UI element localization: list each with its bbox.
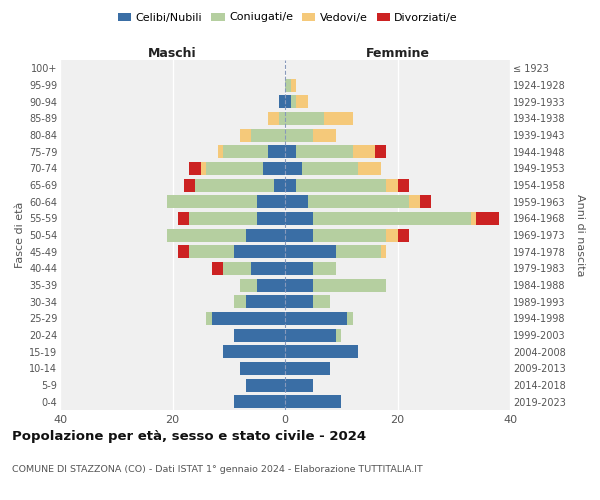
Bar: [206, 312, 212, 325]
Bar: [313, 262, 335, 275]
Y-axis label: Fasce di età: Fasce di età: [14, 202, 25, 268]
Bar: [245, 295, 285, 308]
Bar: [167, 228, 245, 241]
Bar: [190, 212, 257, 225]
Bar: [313, 228, 386, 241]
Legend: Celibi/Nubili, Coniugati/e, Vedovi/e, Divorziati/e: Celibi/Nubili, Coniugati/e, Vedovi/e, Di…: [113, 8, 463, 27]
Bar: [167, 195, 257, 208]
Bar: [296, 95, 308, 108]
Bar: [235, 245, 285, 258]
Bar: [285, 378, 313, 392]
Bar: [285, 328, 335, 342]
Bar: [386, 228, 398, 241]
Bar: [313, 278, 386, 291]
Text: Maschi: Maschi: [148, 47, 197, 60]
Bar: [235, 328, 285, 342]
Bar: [285, 95, 290, 108]
Bar: [285, 162, 302, 175]
Text: COMUNE DI STAZZONA (CO) - Dati ISTAT 1° gennaio 2024 - Elaborazione TUTTITALIA.I: COMUNE DI STAZZONA (CO) - Dati ISTAT 1° …: [12, 465, 423, 474]
Bar: [420, 195, 431, 208]
Bar: [398, 178, 409, 192]
Bar: [335, 328, 341, 342]
Bar: [285, 212, 313, 225]
Bar: [240, 128, 251, 141]
Bar: [358, 162, 380, 175]
Bar: [178, 245, 190, 258]
Bar: [200, 162, 206, 175]
Bar: [296, 178, 386, 192]
Y-axis label: Anni di nascita: Anni di nascita: [575, 194, 585, 276]
Bar: [245, 228, 285, 241]
Bar: [313, 128, 335, 141]
Bar: [240, 278, 257, 291]
Bar: [212, 312, 285, 325]
Bar: [285, 228, 313, 241]
Text: Femmine: Femmine: [365, 47, 430, 60]
Bar: [274, 178, 285, 192]
Bar: [380, 245, 386, 258]
Bar: [285, 145, 296, 158]
Bar: [280, 95, 285, 108]
Bar: [235, 395, 285, 408]
Bar: [223, 345, 285, 358]
Bar: [290, 78, 296, 92]
Bar: [398, 228, 409, 241]
Bar: [470, 212, 476, 225]
Bar: [263, 162, 285, 175]
Bar: [313, 295, 330, 308]
Bar: [296, 145, 353, 158]
Bar: [409, 195, 420, 208]
Bar: [190, 162, 200, 175]
Bar: [285, 112, 325, 125]
Bar: [308, 195, 409, 208]
Bar: [313, 212, 470, 225]
Bar: [285, 312, 347, 325]
Bar: [235, 295, 245, 308]
Bar: [268, 112, 280, 125]
Bar: [206, 162, 263, 175]
Bar: [285, 178, 296, 192]
Bar: [386, 178, 398, 192]
Bar: [223, 262, 251, 275]
Bar: [178, 212, 190, 225]
Bar: [280, 112, 285, 125]
Bar: [268, 145, 285, 158]
Bar: [290, 95, 296, 108]
Bar: [257, 195, 285, 208]
Bar: [245, 378, 285, 392]
Bar: [285, 262, 313, 275]
Bar: [184, 178, 195, 192]
Bar: [190, 245, 235, 258]
Bar: [240, 362, 285, 375]
Bar: [285, 78, 290, 92]
Bar: [285, 245, 335, 258]
Bar: [251, 128, 285, 141]
Bar: [223, 145, 268, 158]
Bar: [212, 262, 223, 275]
Bar: [285, 395, 341, 408]
Bar: [285, 362, 330, 375]
Bar: [375, 145, 386, 158]
Bar: [347, 312, 353, 325]
Bar: [285, 345, 358, 358]
Bar: [353, 145, 375, 158]
Bar: [302, 162, 358, 175]
Bar: [257, 212, 285, 225]
Bar: [476, 212, 499, 225]
Bar: [335, 245, 380, 258]
Bar: [251, 262, 285, 275]
Bar: [285, 295, 313, 308]
Text: Popolazione per età, sesso e stato civile - 2024: Popolazione per età, sesso e stato civil…: [12, 430, 366, 443]
Bar: [325, 112, 353, 125]
Bar: [285, 128, 313, 141]
Bar: [285, 278, 313, 291]
Bar: [285, 195, 308, 208]
Bar: [195, 178, 274, 192]
Bar: [257, 278, 285, 291]
Bar: [218, 145, 223, 158]
